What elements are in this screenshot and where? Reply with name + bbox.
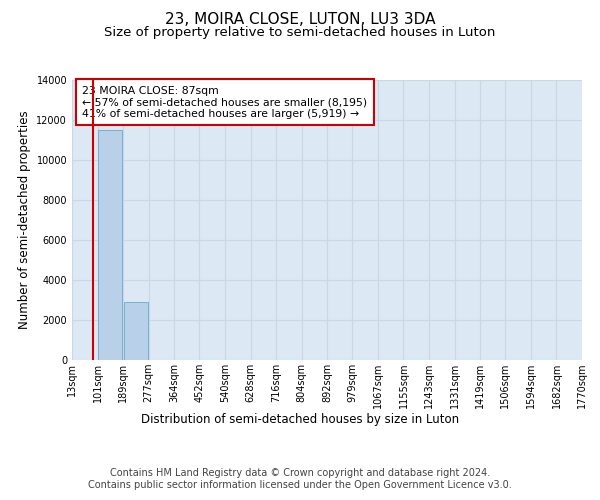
Text: Contains HM Land Registry data © Crown copyright and database right 2024.
Contai: Contains HM Land Registry data © Crown c… (88, 468, 512, 490)
Bar (98, 130, 122, 360)
Text: Size of property relative to semi-detached houses in Luton: Size of property relative to semi-detach… (104, 26, 496, 39)
Text: Distribution of semi-detached houses by size in Luton: Distribution of semi-detached houses by … (141, 412, 459, 426)
Text: 23, MOIRA CLOSE, LUTON, LU3 3DA: 23, MOIRA CLOSE, LUTON, LU3 3DA (165, 12, 435, 28)
Y-axis label: Number of semi-detached properties: Number of semi-detached properties (18, 110, 31, 330)
Text: 23 MOIRA CLOSE: 87sqm
← 57% of semi-detached houses are smaller (8,195)
41% of s: 23 MOIRA CLOSE: 87sqm ← 57% of semi-deta… (82, 86, 367, 119)
Bar (124, 302, 148, 360)
